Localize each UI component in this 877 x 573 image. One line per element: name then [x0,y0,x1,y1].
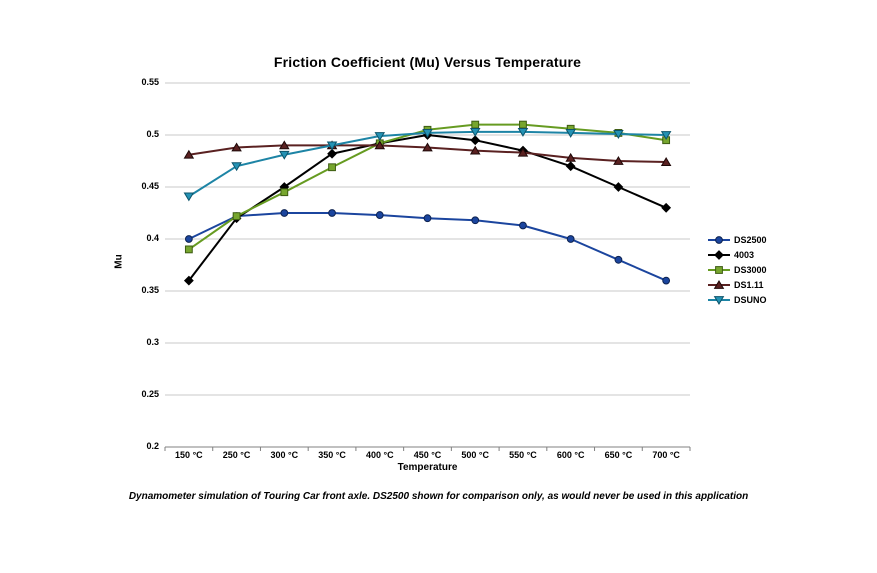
legend-item-DSUNO: DSUNO [708,292,767,307]
marker-triangle-down [660,131,672,140]
legend-marker-DS3000 [708,265,730,274]
legend-item-DS2500: DS2500 [708,232,767,247]
marker-diamond [714,249,724,260]
x-tick-label: 600 °C [556,450,585,460]
figure-caption: Dynamometer simulation of Touring Car fr… [128,491,749,502]
marker-triangle-up [374,140,386,150]
marker-square [715,265,723,274]
marker-triangle-up [517,147,529,157]
marker-triangle-down [713,295,725,305]
chart-title: Friction Coefficient (Mu) Versus Tempera… [273,54,582,70]
marker-diamond [183,275,194,286]
legend-marker-DS1.11 [708,279,730,289]
marker-triangle-down [565,129,576,138]
x-tick-label: 450 °C [413,450,442,460]
y-tick-label: 0.3 [146,337,159,347]
marker-diamond [565,161,576,172]
marker-square [519,120,527,129]
legend-item-DS3000: DS3000 [708,262,767,277]
marker-triangle-up [231,142,242,152]
y-tick-label: 0.55 [141,77,159,87]
legend-label: DS2500 [734,234,767,245]
marker-diamond [661,202,672,213]
x-axis-title: Temperature [397,462,458,473]
y-tick-label: 0.35 [141,285,159,295]
legend-label: 4003 [734,249,755,260]
y-tick-label: 0.4 [146,233,159,243]
marker-square [184,245,193,254]
y-tick-label: 0.2 [146,441,159,451]
marker-square [471,120,480,129]
marker-triangle-up [422,142,433,152]
x-tick-label: 300 °C [270,450,299,460]
marker-triangle-up [565,152,576,162]
marker-circle [471,216,480,225]
legend-marker-4003 [708,249,730,260]
marker-diamond [470,135,481,146]
x-tick-label: 650 °C [604,450,633,460]
marker-diamond [613,182,624,192]
x-tick-label: 700 °C [652,450,680,460]
marker-triangle-down [469,127,481,137]
marker-triangle-down [613,130,624,139]
marker-circle [375,211,384,219]
legend-label: DS3000 [734,264,767,275]
legend-item-4003: 4003 [708,247,767,262]
marker-triangle-up [613,156,624,165]
series-line-DS2500 [187,212,668,282]
legend-marker-DS2500 [708,235,730,244]
marker-circle [184,235,193,243]
marker-triangle-down [279,150,290,160]
legend-label: DS1.11 [734,279,764,290]
y-axis-title: Mu [113,254,125,269]
marker-circle [614,255,623,264]
y-tick-label: 0.25 [141,389,159,399]
marker-circle [715,235,723,244]
marker-square [232,212,241,221]
marker-triangle-up [469,145,481,155]
marker-circle [566,235,575,243]
series-line-4003 [187,134,668,282]
marker-square [280,188,289,197]
y-tick-label: 0.5 [146,129,159,139]
legend-marker-DSUNO [708,295,730,305]
marker-triangle-up [660,157,672,166]
marker-triangle-up [279,140,290,150]
y-tick-label: 0.45 [141,181,159,191]
marker-circle [423,214,432,223]
marker-triangle-down [231,162,242,172]
marker-circle [662,276,671,285]
marker-triangle-down [517,127,529,137]
x-tick-label: 350 °C [318,450,346,460]
marker-triangle-down [326,141,338,151]
legend: DS2500 4003 DS3000 DS1.11 DSUNO [708,232,767,307]
marker-triangle-up [183,149,195,159]
marker-circle [328,209,336,217]
legend-label: DSUNO [734,294,767,305]
marker-triangle-down [374,132,386,142]
marker-diamond [327,148,337,159]
x-tick-label: 550 °C [509,450,537,460]
marker-triangle-down [422,129,433,138]
x-tick-label: 500 °C [461,450,490,460]
x-tick-label: 250 °C [222,450,251,460]
marker-square [328,163,336,172]
x-tick-label: 400 °C [365,450,394,460]
legend-item-DS1.11: DS1.11 [708,277,767,292]
x-tick-label: 150 °C [175,450,203,460]
marker-triangle-up [713,279,725,289]
marker-circle [519,221,527,230]
marker-circle [280,209,289,217]
marker-triangle-down [183,192,195,202]
